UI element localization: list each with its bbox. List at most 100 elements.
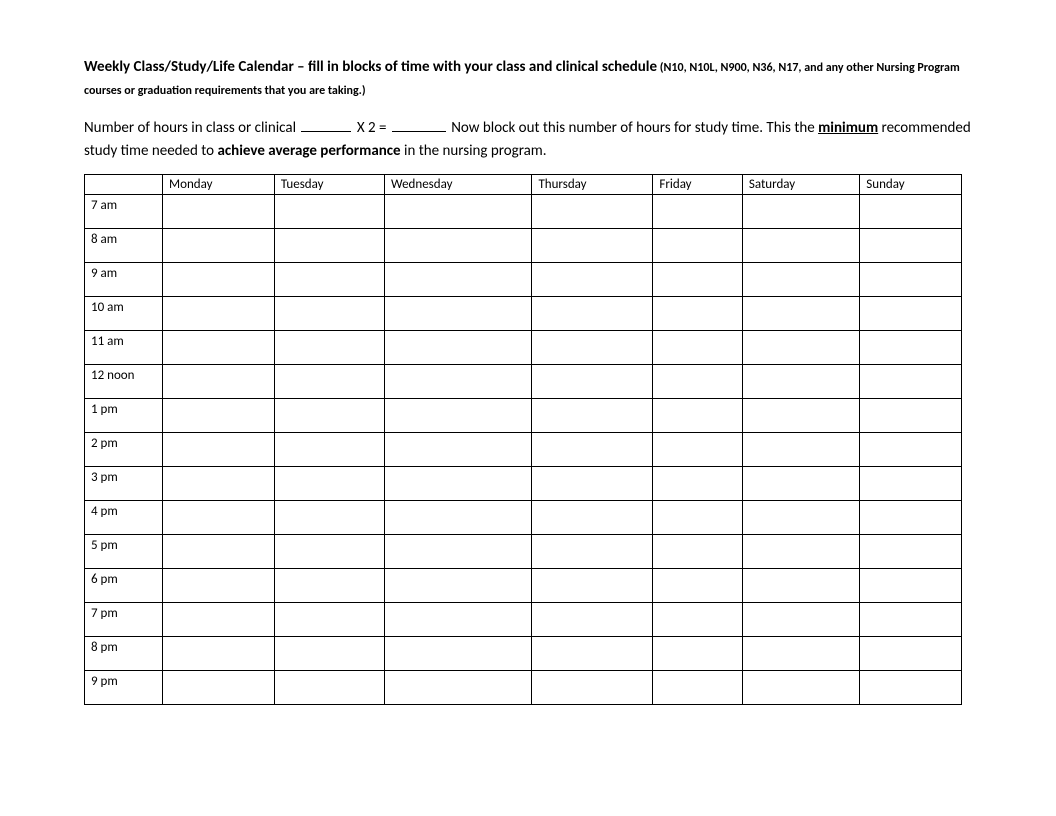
calendar-cell[interactable] xyxy=(653,195,742,229)
calendar-cell[interactable] xyxy=(163,433,275,467)
calendar-cell[interactable] xyxy=(860,467,962,501)
calendar-cell[interactable] xyxy=(742,535,859,569)
calendar-cell[interactable] xyxy=(163,331,275,365)
calendar-cell[interactable] xyxy=(384,603,531,637)
calendar-cell[interactable] xyxy=(742,603,859,637)
calendar-cell[interactable] xyxy=(532,229,653,263)
blank-hours[interactable] xyxy=(301,117,351,132)
calendar-cell[interactable] xyxy=(532,569,653,603)
blank-result[interactable] xyxy=(392,117,446,132)
calendar-cell[interactable] xyxy=(384,467,531,501)
calendar-cell[interactable] xyxy=(742,671,859,705)
calendar-cell[interactable] xyxy=(163,569,275,603)
calendar-cell[interactable] xyxy=(274,229,384,263)
calendar-cell[interactable] xyxy=(742,433,859,467)
calendar-cell[interactable] xyxy=(653,603,742,637)
calendar-cell[interactable] xyxy=(274,535,384,569)
calendar-cell[interactable] xyxy=(532,671,653,705)
calendar-cell[interactable] xyxy=(274,399,384,433)
calendar-cell[interactable] xyxy=(384,399,531,433)
calendar-cell[interactable] xyxy=(742,263,859,297)
calendar-cell[interactable] xyxy=(274,433,384,467)
calendar-cell[interactable] xyxy=(163,535,275,569)
calendar-cell[interactable] xyxy=(742,297,859,331)
calendar-cell[interactable] xyxy=(742,365,859,399)
calendar-cell[interactable] xyxy=(274,297,384,331)
calendar-cell[interactable] xyxy=(274,569,384,603)
calendar-cell[interactable] xyxy=(274,637,384,671)
calendar-cell[interactable] xyxy=(274,365,384,399)
calendar-cell[interactable] xyxy=(274,603,384,637)
calendar-cell[interactable] xyxy=(274,501,384,535)
calendar-cell[interactable] xyxy=(653,467,742,501)
calendar-cell[interactable] xyxy=(742,467,859,501)
calendar-cell[interactable] xyxy=(163,399,275,433)
calendar-cell[interactable] xyxy=(860,365,962,399)
calendar-cell[interactable] xyxy=(532,331,653,365)
calendar-cell[interactable] xyxy=(653,671,742,705)
calendar-cell[interactable] xyxy=(742,637,859,671)
calendar-cell[interactable] xyxy=(384,297,531,331)
calendar-cell[interactable] xyxy=(384,671,531,705)
calendar-cell[interactable] xyxy=(274,263,384,297)
calendar-cell[interactable] xyxy=(532,535,653,569)
calendar-cell[interactable] xyxy=(653,229,742,263)
calendar-cell[interactable] xyxy=(384,229,531,263)
calendar-cell[interactable] xyxy=(163,229,275,263)
calendar-cell[interactable] xyxy=(653,569,742,603)
calendar-cell[interactable] xyxy=(653,433,742,467)
calendar-cell[interactable] xyxy=(274,195,384,229)
calendar-cell[interactable] xyxy=(532,297,653,331)
calendar-cell[interactable] xyxy=(532,467,653,501)
calendar-cell[interactable] xyxy=(860,671,962,705)
calendar-cell[interactable] xyxy=(274,331,384,365)
calendar-cell[interactable] xyxy=(742,195,859,229)
calendar-cell[interactable] xyxy=(742,399,859,433)
calendar-cell[interactable] xyxy=(163,365,275,399)
calendar-cell[interactable] xyxy=(274,467,384,501)
calendar-cell[interactable] xyxy=(742,331,859,365)
calendar-cell[interactable] xyxy=(163,467,275,501)
calendar-cell[interactable] xyxy=(163,671,275,705)
calendar-cell[interactable] xyxy=(742,229,859,263)
calendar-cell[interactable] xyxy=(163,297,275,331)
calendar-cell[interactable] xyxy=(384,195,531,229)
calendar-cell[interactable] xyxy=(742,569,859,603)
calendar-cell[interactable] xyxy=(532,501,653,535)
calendar-cell[interactable] xyxy=(653,365,742,399)
calendar-cell[interactable] xyxy=(653,399,742,433)
calendar-cell[interactable] xyxy=(532,365,653,399)
calendar-cell[interactable] xyxy=(653,297,742,331)
calendar-cell[interactable] xyxy=(384,501,531,535)
calendar-cell[interactable] xyxy=(860,263,962,297)
calendar-cell[interactable] xyxy=(653,535,742,569)
calendar-cell[interactable] xyxy=(532,603,653,637)
calendar-cell[interactable] xyxy=(860,433,962,467)
calendar-cell[interactable] xyxy=(742,501,859,535)
calendar-cell[interactable] xyxy=(653,263,742,297)
calendar-cell[interactable] xyxy=(532,195,653,229)
calendar-cell[interactable] xyxy=(384,535,531,569)
calendar-cell[interactable] xyxy=(860,399,962,433)
calendar-cell[interactable] xyxy=(653,331,742,365)
calendar-cell[interactable] xyxy=(163,637,275,671)
calendar-cell[interactable] xyxy=(384,569,531,603)
calendar-cell[interactable] xyxy=(532,399,653,433)
calendar-cell[interactable] xyxy=(653,637,742,671)
calendar-cell[interactable] xyxy=(163,603,275,637)
calendar-cell[interactable] xyxy=(532,433,653,467)
calendar-cell[interactable] xyxy=(860,637,962,671)
calendar-cell[interactable] xyxy=(860,229,962,263)
calendar-cell[interactable] xyxy=(384,331,531,365)
calendar-cell[interactable] xyxy=(384,433,531,467)
calendar-cell[interactable] xyxy=(860,331,962,365)
calendar-cell[interactable] xyxy=(860,195,962,229)
calendar-cell[interactable] xyxy=(163,263,275,297)
calendar-cell[interactable] xyxy=(384,365,531,399)
calendar-cell[interactable] xyxy=(532,637,653,671)
calendar-cell[interactable] xyxy=(860,603,962,637)
calendar-cell[interactable] xyxy=(384,637,531,671)
calendar-cell[interactable] xyxy=(653,501,742,535)
calendar-cell[interactable] xyxy=(860,569,962,603)
calendar-cell[interactable] xyxy=(860,501,962,535)
